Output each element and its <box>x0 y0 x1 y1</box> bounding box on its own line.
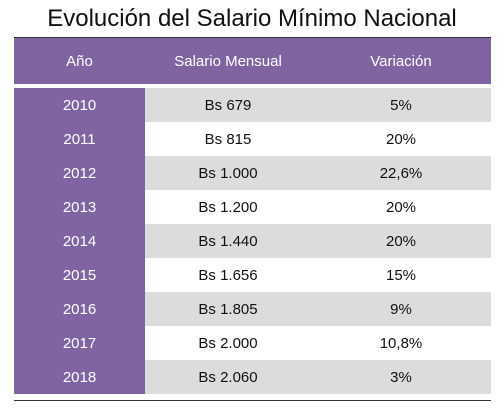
table-body: 2010 Bs 679 5% 2011 Bs 815 20% 2012 Bs 1… <box>14 88 491 394</box>
salary-cell: Bs 2.060 <box>145 360 311 394</box>
salary-cell: Bs 1.440 <box>145 224 311 258</box>
year-cell: 2013 <box>14 190 145 224</box>
table-row: 2015 Bs 1.656 15% <box>14 258 491 292</box>
salary-cell: Bs 1.000 <box>145 156 311 190</box>
page-title: Evolución del Salario Mínimo Nacional <box>47 5 457 32</box>
table-row: 2013 Bs 1.200 20% <box>14 190 491 224</box>
variation-cell: 9% <box>311 292 491 326</box>
header-year: Año <box>66 52 93 70</box>
year-cell: 2010 <box>14 88 145 122</box>
variation-cell: 15% <box>311 258 491 292</box>
table-row: 2010 Bs 679 5% <box>14 88 491 122</box>
salary-cell: Bs 1.656 <box>145 258 311 292</box>
variation-cell: 20% <box>311 190 491 224</box>
variation-cell: 10,8% <box>311 326 491 360</box>
year-cell: 2011 <box>14 122 145 156</box>
year-cell: 2016 <box>14 292 145 326</box>
header-variation: Variación <box>370 52 432 70</box>
variation-cell: 20% <box>311 122 491 156</box>
table-row: 2016 Bs 1.805 9% <box>14 292 491 326</box>
year-cell: 2017 <box>14 326 145 360</box>
salary-cell: Bs 815 <box>145 122 311 156</box>
variation-cell: 5% <box>311 88 491 122</box>
salary-cell: Bs 1.805 <box>145 292 311 326</box>
year-cell: 2015 <box>14 258 145 292</box>
variation-cell: 3% <box>311 360 491 394</box>
table-row: 2018 Bs 2.060 3% <box>14 360 491 394</box>
table-row: 2011 Bs 815 20% <box>14 122 491 156</box>
year-cell: 2018 <box>14 360 145 394</box>
variation-cell: 22,6% <box>311 156 491 190</box>
salary-cell: Bs 1.200 <box>145 190 311 224</box>
year-cell: 2014 <box>14 224 145 258</box>
table-header: Año Salario Mensual Variación <box>14 38 491 84</box>
header-monthly-salary: Salario Mensual <box>174 52 282 70</box>
table-row: 2012 Bs 1.000 22,6% <box>14 156 491 190</box>
variation-cell: 20% <box>311 224 491 258</box>
salary-cell: Bs 679 <box>145 88 311 122</box>
salary-table: Año Salario Mensual Variación 2010 Bs 67… <box>14 37 491 401</box>
header-divider <box>14 84 491 86</box>
table-row: 2017 Bs 2.000 10,8% <box>14 326 491 360</box>
year-cell: 2012 <box>14 156 145 190</box>
table-row: 2014 Bs 1.440 20% <box>14 224 491 258</box>
salary-cell: Bs 2.000 <box>145 326 311 360</box>
